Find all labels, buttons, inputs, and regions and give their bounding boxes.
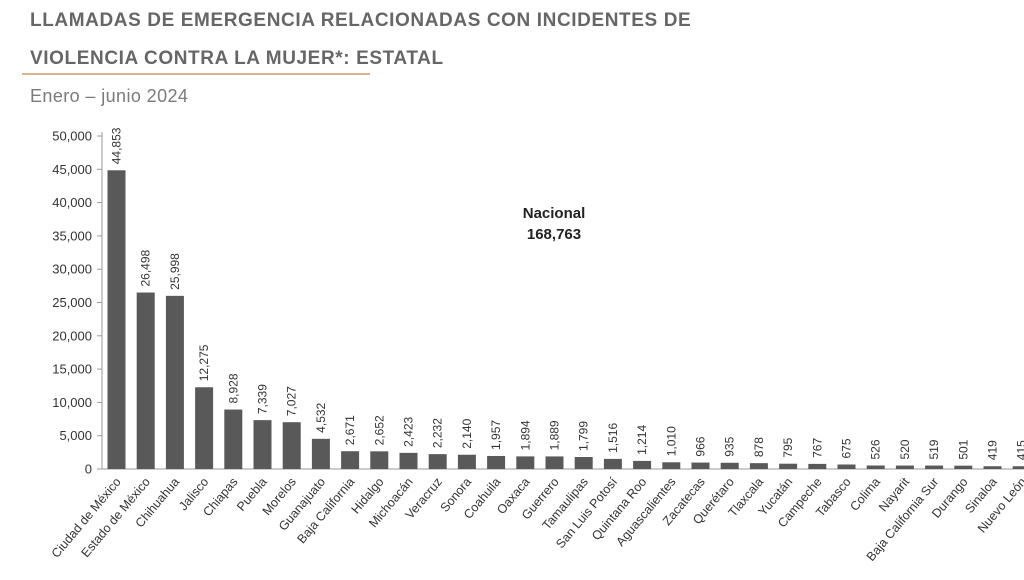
- bar: [749, 463, 768, 469]
- bar: [895, 465, 914, 469]
- bar-value-label: 2,232: [431, 418, 445, 448]
- bar: [457, 454, 476, 469]
- y-tick-label: 20,000: [52, 328, 92, 343]
- bar-value-label: 675: [840, 438, 854, 458]
- bar-value-label: 526: [869, 439, 883, 459]
- bar-value-label: 1,799: [577, 421, 591, 451]
- bar: [808, 463, 827, 469]
- bar-value-label: 1,894: [518, 420, 532, 450]
- bar: [633, 460, 652, 469]
- bar-value-label: 2,140: [460, 418, 474, 448]
- bar: [837, 464, 856, 469]
- chart-subtitle: Enero – junio 2024: [30, 86, 189, 106]
- bar: [370, 451, 389, 469]
- bar: [866, 465, 885, 469]
- bar-value-label: 1,010: [664, 426, 678, 456]
- bar: [574, 457, 593, 469]
- y-tick-label: 10,000: [52, 395, 92, 410]
- y-tick-label: 35,000: [52, 228, 92, 243]
- bar-value-label: 520: [898, 439, 912, 459]
- bar-value-label: 7,339: [256, 384, 270, 414]
- bar-value-label: 7,027: [285, 386, 299, 416]
- bar-value-label: 935: [723, 436, 737, 456]
- bar: [603, 458, 622, 469]
- bar-value-label: 878: [752, 437, 766, 457]
- bar-value-label: 1,889: [548, 420, 562, 450]
- bar-value-label: 795: [781, 437, 795, 457]
- bar-value-label: 44,853: [110, 127, 124, 164]
- bar-value-label: 966: [694, 436, 708, 456]
- bar: [925, 465, 944, 469]
- y-tick-label: 50,000: [52, 129, 92, 144]
- bar-value-label: 1,516: [606, 423, 620, 453]
- bar: [516, 456, 535, 469]
- y-tick-label: 0: [85, 462, 92, 477]
- bar: [720, 462, 739, 469]
- title-underline: [22, 73, 370, 75]
- bar: [253, 420, 272, 469]
- y-tick-label: 5,000: [59, 428, 92, 443]
- bar-value-label: 1,957: [489, 420, 503, 450]
- bar-value-label: 2,423: [402, 417, 416, 447]
- y-tick-label: 30,000: [52, 262, 92, 277]
- bar: [545, 456, 564, 469]
- chart-title-line-2: VIOLENCIA CONTRA LA MUJER*: ESTATAL: [30, 48, 444, 69]
- bar: [311, 438, 330, 469]
- bar: [282, 422, 301, 469]
- y-axis: 0 5,000 10,000 15,000 20,000 25,000 30,000 35,0…: [52, 129, 1024, 477]
- bar-value-label: 2,671: [343, 415, 357, 445]
- bar-value-label: 419: [986, 440, 1000, 460]
- bar-value-label: 1,214: [635, 425, 649, 455]
- bar: [662, 462, 681, 469]
- bar: [224, 409, 243, 469]
- bar: [107, 170, 126, 469]
- bar-value-label: 8,928: [226, 373, 240, 403]
- bar-value-label: 4,532: [314, 402, 328, 432]
- bar: [779, 463, 798, 469]
- bar-value-label: 2,652: [372, 415, 386, 445]
- y-tick-label: 15,000: [52, 362, 92, 377]
- bar: [428, 454, 447, 469]
- chart-title-line-1: LLAMADAS DE EMERGENCIA RELACIONADAS CON …: [30, 10, 692, 31]
- bar-value-label: 12,275: [197, 344, 211, 381]
- bar: [983, 466, 1002, 469]
- bar: [136, 292, 155, 469]
- bar-value-label: 767: [810, 438, 824, 458]
- bar: [487, 455, 506, 469]
- bar-value-label: 25,998: [168, 253, 182, 290]
- bar-value-label: 519: [927, 439, 941, 459]
- bar-value-label: 26,498: [139, 249, 153, 286]
- bar: [341, 451, 360, 469]
- bar: [691, 462, 710, 469]
- national-total-label: Nacional: [523, 205, 586, 222]
- national-total-value: 168,763: [527, 226, 581, 243]
- y-tick-label: 25,000: [52, 295, 92, 310]
- value-labels: 44,853 26,498 25,998 12,275 8,928 7,339 7,027 4…: [110, 127, 1024, 460]
- bars: [107, 170, 1024, 469]
- bar: [1012, 466, 1024, 469]
- y-tick-label: 45,000: [52, 162, 92, 177]
- bar: [165, 295, 184, 469]
- bar-value-label: 415: [1015, 440, 1024, 460]
- bar: [399, 452, 418, 469]
- bar: [195, 387, 214, 469]
- bar: [954, 465, 973, 469]
- bar-value-label: 501: [956, 439, 970, 459]
- y-tick-label: 40,000: [52, 195, 92, 210]
